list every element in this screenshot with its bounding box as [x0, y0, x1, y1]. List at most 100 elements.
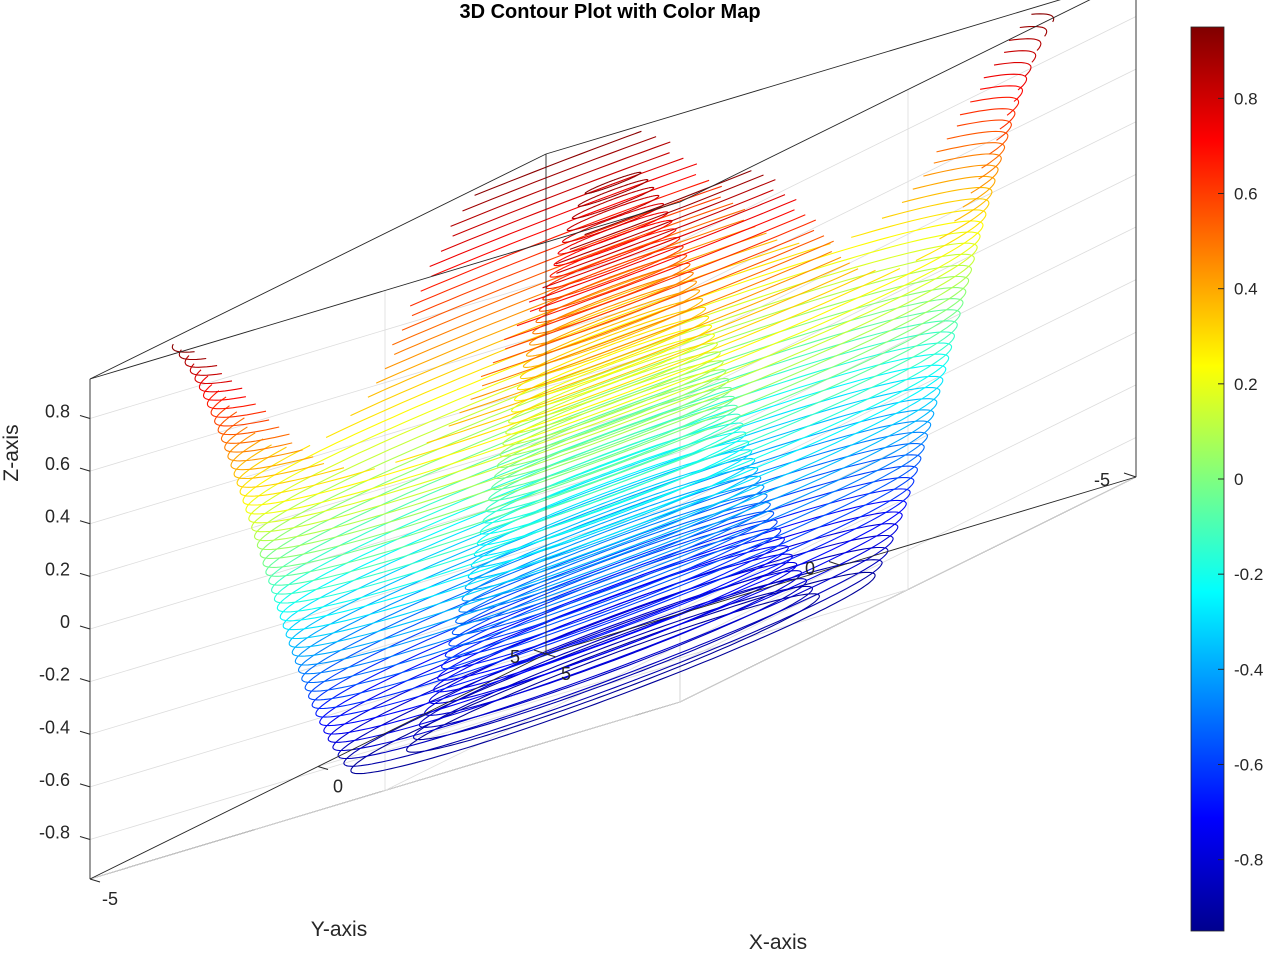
contour-corner: [420, 179, 710, 292]
colorbar-tick-label: 0.4: [1234, 280, 1258, 299]
z-tick-mark: [79, 730, 91, 735]
contour-corner: [395, 268, 901, 463]
colorbar-tick-label: -0.8: [1234, 851, 1263, 870]
contour-ring: [535, 262, 691, 324]
contour-corner: [542, 194, 786, 289]
contour-ring: [479, 431, 747, 535]
contour-corner: [946, 130, 1009, 155]
contour-corner: [315, 488, 911, 718]
contour-ring: [441, 536, 785, 670]
axes-box-front: [89, 0, 1137, 880]
contour-ring: [464, 475, 762, 591]
contour-ring: [499, 369, 727, 457]
contour-corner: [409, 185, 722, 307]
contour-corner: [1004, 50, 1037, 63]
contour-corner: [556, 189, 774, 274]
contour-corner: [459, 262, 851, 414]
colorbar-tick-label: -0.2: [1234, 565, 1263, 584]
contour-ring: [545, 236, 681, 290]
contour-corner: [970, 96, 1020, 116]
z-tick-label: -0.4: [39, 717, 70, 737]
y-tick-mark: [828, 561, 842, 566]
x-tick-mark: [89, 878, 101, 883]
z-tick-mark: [79, 467, 91, 472]
z-tick-mark: [79, 836, 91, 841]
contour-corner: [311, 476, 915, 710]
contour-corner: [184, 355, 218, 368]
contour-corner: [343, 559, 883, 767]
z-tick-mark: [79, 414, 91, 419]
contour-corner: [282, 375, 944, 631]
contour-ring: [406, 593, 820, 753]
contour-corner: [474, 130, 642, 196]
contour-corner: [248, 242, 978, 524]
colorbar-tick-label: -0.6: [1234, 755, 1263, 774]
contour-corner: [251, 253, 975, 533]
contour-corner: [288, 398, 938, 648]
contour-corner: [1031, 13, 1055, 23]
contour-corner: [528, 198, 797, 303]
contour-corner: [505, 229, 815, 350]
z-tick-mark: [79, 625, 91, 630]
box-edge: [89, 153, 547, 380]
contour-corner: [350, 571, 876, 775]
x-axis-label: X-axis: [749, 931, 807, 954]
z-tick-label: 0.6: [45, 454, 70, 474]
y-tick-label: -5: [1094, 470, 1110, 490]
contour-corner: [265, 309, 961, 577]
contour-ring: [467, 466, 759, 580]
z-tick-mark: [79, 520, 91, 525]
contour-ring: [461, 484, 765, 602]
contour-corner: [481, 250, 833, 387]
contour-corner: [319, 499, 907, 727]
contour-corner: [367, 239, 778, 398]
contour-corner: [470, 256, 842, 401]
contour-corner: [308, 465, 918, 701]
contour-corner: [516, 214, 806, 327]
colorbar: 0.8 0.6 0.4 0.2 0 -0.2 -0.4 -0.6 -0.8: [1190, 26, 1263, 932]
contour-corner: [492, 235, 825, 364]
colorbar-tick-label: 0.6: [1234, 185, 1258, 204]
contour-corner: [323, 511, 903, 735]
contour-corner: [189, 363, 222, 376]
contour-ring: [513, 324, 713, 402]
colorbar-tick-label: 0.8: [1234, 89, 1258, 108]
contour-corner: [253, 264, 973, 542]
chart-title: 3D Contour Plot with Color Map: [459, 1, 760, 23]
axes-ticks: 0.8 0.6 0.4 0.2 0 -0.2 -0.4 -0.6 -0.8 -5 0 5 -5 0 5: [39, 401, 1137, 909]
contour-ring: [571, 186, 655, 220]
contour-corner: [980, 85, 1024, 102]
x-tick-label: 5: [561, 664, 571, 684]
contour-corner: [426, 269, 876, 444]
contour-corner: [429, 163, 698, 268]
contour-corner: [851, 209, 987, 262]
contour-corner: [881, 198, 990, 240]
contour-ring: [542, 245, 684, 301]
contour-corner: [411, 196, 721, 317]
contour-corner: [933, 153, 1002, 180]
x-tick-label: -5: [102, 889, 118, 909]
contour-ring: [448, 519, 778, 647]
contour-corner: [912, 175, 996, 208]
box-edge: [545, 0, 1061, 155]
z-tick-label: 0.2: [45, 559, 70, 579]
contour-corner: [440, 157, 684, 252]
contour-corner: [206, 390, 256, 410]
x-tick-mark: [317, 766, 329, 770]
y-tick-label: 0: [805, 559, 815, 579]
contour-corner: [901, 186, 993, 222]
contour-ring: [451, 510, 775, 636]
contour-lines: [171, 13, 1055, 775]
axes-box-back: [89, 202, 1137, 880]
contour-corner: [242, 220, 984, 506]
contour-ring: [584, 171, 642, 195]
contour-corner: [448, 268, 859, 427]
contour-ring: [508, 342, 718, 424]
contour-corner: [1008, 38, 1042, 51]
contour-ring: [455, 502, 771, 624]
z-tick-label: 0.8: [45, 401, 70, 421]
z-tick-label: -0.2: [39, 665, 70, 685]
z-tick-mark: [79, 783, 91, 788]
contour-corner: [555, 179, 776, 265]
